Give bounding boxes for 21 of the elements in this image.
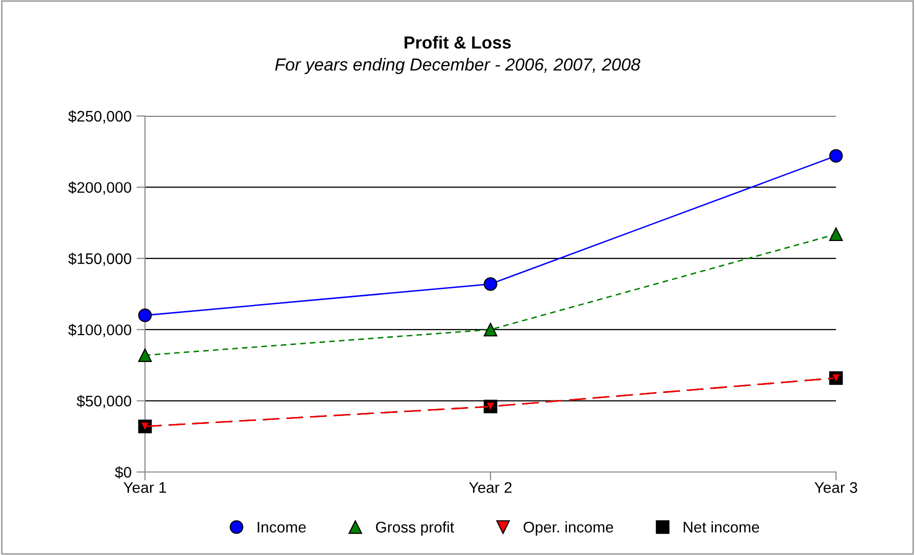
chart-subtitle: For years ending December - 2006, 2007, 2008: [275, 58, 640, 74]
point: [829, 227, 843, 241]
legend-label: Oper. income: [524, 521, 614, 536]
y-tick-label: $0: [114, 466, 132, 479]
point: [484, 277, 498, 291]
point: [138, 348, 152, 362]
point: [138, 308, 152, 322]
y-tick-label: $200,000: [68, 181, 132, 195]
legend-label: Gross profit: [376, 521, 454, 536]
x-tick-label: Year 1: [124, 482, 166, 493]
y-tick-label: $100,000: [68, 324, 132, 338]
legend-label: Income: [258, 522, 306, 533]
x-tick-label: Year 3: [814, 482, 858, 493]
chart-title: Profit & Loss: [404, 36, 511, 49]
y-tick-label: $250,000: [68, 110, 132, 124]
point: [484, 322, 498, 336]
x-tick-label: Year 2: [469, 482, 512, 493]
y-tick-label: $150,000: [68, 252, 132, 266]
y-tick-label: $50,000: [76, 395, 132, 408]
point: [829, 149, 843, 163]
legend-label: Net income: [684, 521, 760, 533]
